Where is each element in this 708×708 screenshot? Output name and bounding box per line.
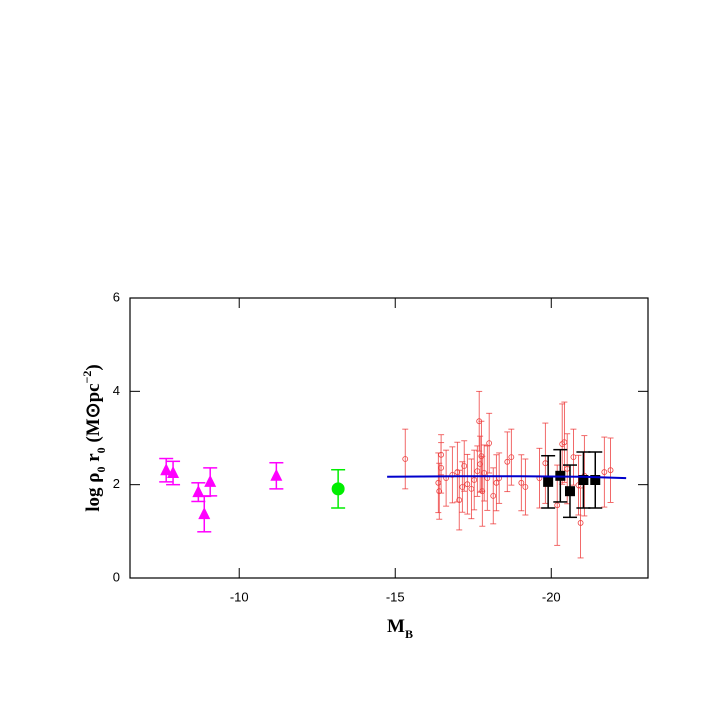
point — [198, 507, 211, 520]
label-part: M — [387, 616, 405, 637]
y-tick-label: 2 — [113, 476, 120, 491]
point — [564, 486, 575, 497]
error-bar — [464, 453, 471, 515]
point — [449, 471, 456, 478]
plot-frame — [129, 297, 649, 579]
error-bar — [402, 428, 409, 490]
point — [518, 479, 525, 486]
error-bar — [518, 454, 525, 512]
error-bar — [449, 446, 456, 504]
point — [522, 484, 529, 490]
point — [160, 463, 173, 476]
point — [402, 456, 409, 462]
error-bar — [577, 487, 584, 559]
error-bar — [496, 452, 503, 504]
label-part: 0 — [94, 447, 108, 453]
point — [464, 481, 471, 488]
point — [331, 482, 345, 496]
error-bar — [542, 422, 549, 504]
error-bar — [522, 458, 529, 516]
error-bar — [438, 434, 445, 476]
y-tick-label: 4 — [113, 383, 120, 398]
label-part: ) — [83, 364, 104, 370]
error-bar — [461, 440, 468, 492]
error-bar — [601, 436, 608, 508]
x-tick-label: -10 — [230, 589, 249, 604]
point — [607, 467, 614, 474]
point — [461, 463, 468, 469]
point — [543, 476, 554, 487]
error-bar — [536, 447, 543, 509]
error-bar — [468, 458, 475, 520]
point — [436, 488, 443, 495]
error-bar — [481, 444, 488, 502]
point — [570, 454, 577, 461]
error-bar — [486, 412, 493, 474]
x-tick-label: -15 — [386, 589, 405, 604]
error-bar — [607, 437, 614, 503]
point — [459, 484, 466, 490]
error-bar — [456, 469, 463, 531]
label-part: r — [83, 453, 104, 467]
point — [578, 475, 589, 485]
error-bar — [504, 431, 511, 493]
point — [438, 451, 445, 458]
point — [508, 454, 515, 461]
point — [590, 475, 601, 485]
point — [471, 477, 478, 483]
y-tick-label: 6 — [113, 289, 120, 304]
point — [270, 468, 283, 481]
x-axis-label: MB — [387, 616, 413, 640]
error-bar — [493, 454, 500, 512]
point — [601, 469, 608, 475]
label-part: (M⊙pc — [83, 383, 104, 447]
point — [490, 492, 497, 499]
label-part: −2 — [80, 371, 94, 384]
point — [456, 497, 463, 503]
label-part: B — [405, 627, 413, 641]
point — [204, 474, 217, 487]
point — [486, 440, 493, 447]
point — [479, 488, 486, 495]
error-bar — [471, 449, 478, 511]
fit-line — [387, 475, 627, 480]
point — [577, 520, 584, 526]
point — [192, 485, 205, 498]
point — [454, 469, 461, 475]
label-part: log ρ — [83, 473, 104, 512]
error-bar — [443, 449, 450, 507]
x-tick-label: -20 — [542, 589, 561, 604]
y-tick-label: 0 — [113, 569, 120, 584]
point — [504, 458, 511, 465]
label-part: 0 — [94, 467, 108, 473]
y-axis-label: log ρ0 r0 (M⊙pc−2) — [80, 364, 108, 512]
point — [167, 466, 180, 478]
point — [554, 502, 561, 509]
